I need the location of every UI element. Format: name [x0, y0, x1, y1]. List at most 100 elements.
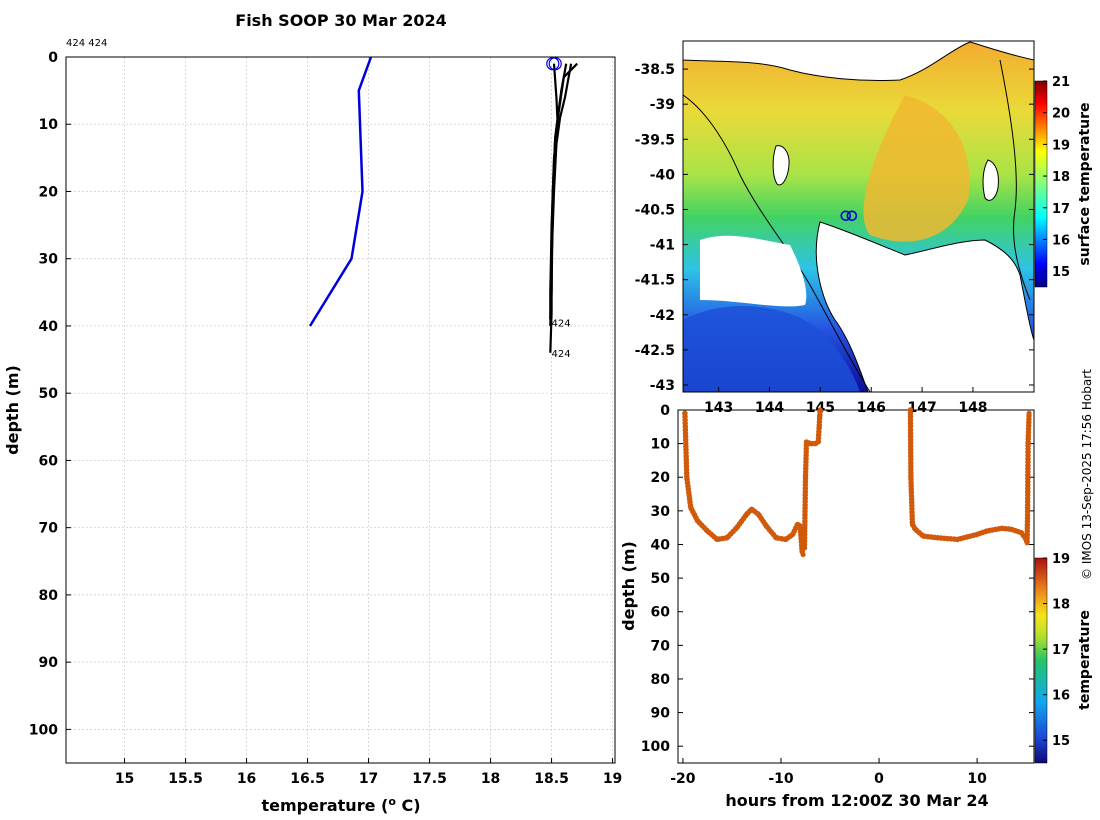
depth-point	[803, 439, 810, 445]
timeseries-y-ticks: 0 10 20 30 40 50 60 70 80 90 100	[641, 403, 1034, 755]
lat-tick-label: -42	[650, 308, 675, 324]
y-tick-label: 0	[660, 403, 670, 419]
y-tick-label: 40	[39, 319, 59, 335]
y-tick-label: 30	[651, 504, 671, 520]
depth-track	[682, 410, 806, 558]
y-tick-label: 40	[651, 537, 671, 553]
y-tick-label: 50	[651, 571, 671, 587]
depth-point	[724, 535, 730, 541]
lon-tick-label: 148	[958, 400, 987, 416]
profile-chart: Fish SOOP 30 Mar 2024 424 424 15 15.5 16 16…	[3, 11, 622, 815]
depth-point	[797, 523, 803, 529]
vessel-markers	[840, 210, 858, 222]
land-mask-west	[700, 235, 807, 307]
timeseries-y-axis-label: depth (m)	[619, 541, 638, 631]
depth-point	[790, 531, 796, 537]
map-lon-ticks: 143144145146147148	[704, 387, 988, 416]
depth-point	[909, 521, 915, 527]
colorbar-tick-label: 15	[1052, 265, 1070, 280]
lat-tick-label: -38.5	[635, 62, 675, 78]
colorbar-tick-label: 18	[1052, 170, 1070, 185]
chart-title: Fish SOOP 30 Mar 2024	[235, 11, 446, 30]
y-tick-label: 0	[48, 50, 58, 66]
y-tick-label: 60	[651, 605, 671, 621]
x-tick-label: 18.5	[534, 771, 569, 787]
depth-point	[1018, 530, 1024, 536]
king-island	[772, 145, 790, 186]
depth-point	[954, 536, 961, 543]
colorbar-tick-label: 19	[1052, 138, 1070, 153]
depth-point	[935, 535, 941, 541]
y-tick-label: 30	[39, 252, 59, 268]
depth-point	[807, 441, 813, 447]
shelf-east	[999, 59, 1031, 301]
depth-point	[912, 526, 918, 532]
depth-point	[704, 528, 711, 534]
y-tick-label: 10	[651, 437, 671, 453]
x-tick-label: -20	[670, 771, 696, 787]
colorbar-tick-label: 16	[1052, 689, 1070, 704]
map-frame	[682, 40, 1035, 393]
profile-line	[308, 56, 373, 327]
depth-point	[802, 474, 809, 480]
profile-line	[549, 63, 559, 320]
imos-credit: © IMOS 13-Sep-2025 17:56 Hobart	[1080, 369, 1094, 580]
depth-point	[684, 474, 690, 480]
temperature-colorbar	[1034, 557, 1048, 764]
x-tick-label: 17	[359, 771, 378, 787]
y-tick-label: 60	[39, 453, 59, 469]
lat-tick-label: -41	[650, 238, 675, 254]
depth-point	[773, 535, 779, 541]
sst-colorbar-label: surface temperature	[1077, 102, 1093, 265]
depth-point	[920, 533, 926, 539]
depth-point	[682, 410, 688, 416]
profile-x-axis-label: temperature (o C)	[261, 795, 420, 815]
depth-point	[1025, 508, 1031, 514]
vessel-position-marker	[846, 210, 858, 222]
map-field	[683, 41, 1034, 392]
depth-point	[815, 439, 821, 445]
timeseries-plot-frame	[677, 409, 1035, 764]
temperature-colorbar-ticks: 15 16 17 18 19	[1043, 552, 1070, 749]
colorbar-tick-label: 15	[1052, 734, 1070, 749]
y-tick-label: 100	[29, 722, 58, 738]
profile-marks: 424 424	[546, 57, 571, 360]
x-tick-label: 15	[115, 771, 134, 787]
tasmania-land	[815, 221, 1034, 392]
x-tick-label: 10	[967, 771, 987, 787]
depth-point	[783, 536, 789, 543]
sst-colorbar	[1034, 80, 1048, 288]
y-tick-label: 90	[651, 706, 671, 722]
depth-point	[714, 536, 720, 543]
lat-tick-label: -41.5	[635, 273, 675, 289]
y-tick-label: 80	[651, 672, 671, 688]
profile-x-ticks: 15 15.5 16 16.5 17 17.5 18 18.5 19	[115, 758, 622, 787]
depth-point	[1025, 441, 1031, 447]
depth-point	[801, 545, 808, 551]
profile-end-label: 424	[552, 319, 571, 330]
x-tick-label: 16	[237, 771, 256, 787]
profile-grid	[66, 56, 615, 763]
colorbar-tick-label: 19	[1052, 552, 1070, 567]
y-tick-label: 80	[39, 588, 59, 604]
victoria-land	[683, 41, 1034, 82]
temperature-colorbar-label: temperature	[1077, 610, 1093, 710]
y-tick-label: 70	[651, 638, 671, 654]
lat-tick-label: -42.5	[635, 343, 675, 359]
depth-point	[734, 525, 740, 531]
depth-track	[907, 407, 1032, 546]
top-annotation: 424 424	[66, 38, 107, 49]
y-tick-label: 50	[39, 386, 59, 402]
lon-tick-label: 147	[907, 400, 936, 416]
timeseries-x-axis-label: hours from 12:00Z 30 Mar 24	[725, 791, 988, 810]
y-tick-label: 20	[39, 184, 59, 200]
depth-point	[908, 474, 914, 480]
depth-point	[907, 407, 914, 413]
depth-point	[1008, 526, 1015, 532]
depth-point	[744, 511, 750, 517]
x-tick-label: 19	[603, 771, 622, 787]
depth-point	[748, 506, 755, 512]
y-tick-label: 100	[641, 739, 670, 755]
colorbar-tick-label: 20	[1052, 107, 1070, 122]
timeseries-points	[682, 407, 1032, 558]
